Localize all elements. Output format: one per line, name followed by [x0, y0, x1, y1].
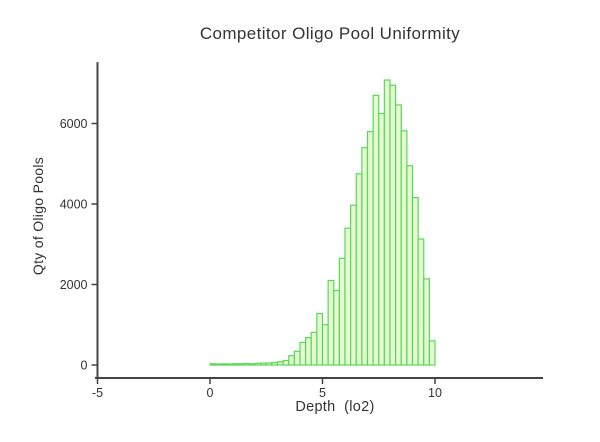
histogram-bar	[366, 130, 374, 366]
histogram-bar	[254, 362, 262, 366]
histogram-bar	[355, 173, 363, 366]
histogram-bar	[400, 130, 408, 366]
y-tick-label: 0	[81, 359, 88, 373]
histogram-bar	[215, 363, 222, 366]
histogram-bar	[209, 363, 217, 366]
x-tick-label: -5	[92, 386, 103, 400]
histogram-bar	[361, 147, 369, 366]
histogram-bar	[395, 104, 402, 366]
x-tick-label: 10	[428, 386, 442, 400]
histogram-bar	[417, 238, 425, 366]
histogram-bar	[372, 94, 380, 366]
histogram-bar	[411, 196, 419, 366]
histogram-bar	[428, 340, 436, 366]
histogram-bar	[226, 363, 234, 366]
histogram-bar	[344, 227, 352, 366]
y-tick-label: 6000	[60, 117, 88, 131]
y-tick-label: 4000	[60, 198, 88, 212]
histogram-bar	[271, 361, 279, 366]
histogram-bar	[248, 363, 256, 366]
histogram-bars	[209, 79, 436, 366]
histogram-bar	[260, 362, 267, 366]
histogram-bar	[282, 359, 290, 366]
histogram-bar	[299, 341, 307, 366]
histogram-bar	[383, 79, 391, 366]
x-tick-label: 5	[319, 386, 326, 400]
histogram-bar	[316, 312, 324, 366]
histogram-bar	[378, 112, 385, 366]
histogram-bar	[220, 363, 228, 366]
histogram-bar	[350, 204, 357, 366]
x-axis-title: Depth (lo2)	[295, 399, 375, 415]
histogram-bar	[305, 337, 312, 366]
histogram-bar	[321, 324, 329, 366]
histogram-bar	[293, 350, 301, 366]
histogram-bar	[333, 289, 340, 366]
chart-title: Competitor Oligo Pool Uniformity	[199, 24, 461, 43]
histogram-bar	[338, 257, 346, 366]
x-tick-label: 0	[207, 386, 214, 400]
histogram-bar	[243, 362, 250, 366]
histogram-bar	[310, 331, 318, 366]
histogram-bar	[389, 84, 397, 366]
histogram-bar	[265, 362, 273, 366]
histogram-bar	[276, 361, 284, 366]
histogram-bar	[288, 355, 295, 366]
y-tick-label: 2000	[60, 278, 88, 292]
histogram-bar	[231, 363, 239, 366]
histogram-bar	[327, 279, 335, 366]
histogram-bar	[423, 278, 430, 366]
histogram-bar	[406, 165, 414, 366]
histogram-bar	[237, 363, 245, 366]
